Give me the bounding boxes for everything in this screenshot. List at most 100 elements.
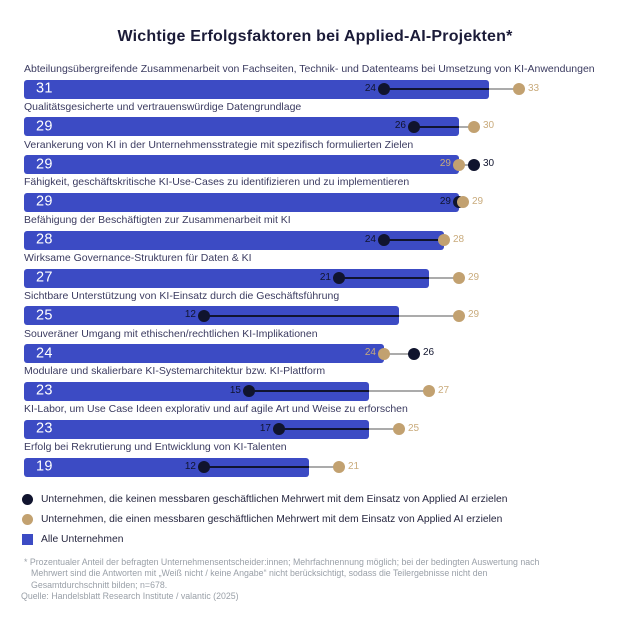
row-track: 23 15 27 xyxy=(24,381,622,401)
row-track: 25 12 29 xyxy=(24,306,622,326)
dot-no-measurable-value xyxy=(198,309,210,322)
dot-measurable-value xyxy=(453,309,465,322)
connector-line-gray xyxy=(459,125,474,128)
dot-no-measurable-value xyxy=(198,461,210,473)
bar-value: 24 xyxy=(36,345,53,362)
chart-row: Modulare und skalierbare KI-Systemarchit… xyxy=(24,365,622,403)
dot-value-label: 28 xyxy=(453,233,465,245)
legend-label: Unternehmen, die einen messbaren geschäf… xyxy=(41,513,503,525)
connector-line-gray xyxy=(489,88,519,90)
chart-row: Befähigung der Beschäftigten zur Zusamme… xyxy=(24,214,622,252)
chart-row: Wirksame Governance-Strukturen für Daten… xyxy=(24,252,622,290)
dot-value-label: 17 xyxy=(259,422,271,434)
bar-all-companies: 23 xyxy=(24,381,369,401)
bar-all-companies: 31 xyxy=(24,79,489,99)
dot-value-label: 24 xyxy=(364,233,376,245)
legend-label: Unternehmen, die keinen messbaren geschä… xyxy=(41,493,508,505)
dot-measurable-value xyxy=(468,120,480,133)
dot-no-measurable-value xyxy=(333,272,345,284)
dot-measurable-value xyxy=(333,461,345,473)
dot-value-label: 29 xyxy=(472,195,484,207)
dot-measurable-value xyxy=(457,196,469,209)
dot-measurable-value xyxy=(438,234,450,247)
connector-line-dark xyxy=(414,125,459,128)
dot-measurable-value xyxy=(423,385,435,398)
dot-no-measurable-value xyxy=(408,347,420,360)
connector-line-dark xyxy=(204,466,309,468)
dot-value-label: 29 xyxy=(468,309,480,321)
chart-title: Wichtige Erfolgsfaktoren bei Applied-AI-… xyxy=(117,28,513,45)
row-label: Erfolg bei Rekrutierung und Entwicklung … xyxy=(24,441,287,453)
bar-value: 25 xyxy=(36,307,53,324)
connector-line-gray xyxy=(309,466,339,468)
bar-value: 23 xyxy=(36,420,53,437)
dot-value-label: 29 xyxy=(439,195,451,207)
row-track: 31 24 33 xyxy=(24,79,622,99)
row-track: 19 12 21 xyxy=(24,457,622,477)
dot-value-label: 33 xyxy=(528,82,540,94)
bar-value: 28 xyxy=(36,231,53,248)
dot-no-measurable-value xyxy=(408,120,420,133)
row-track: 28 24 28 xyxy=(24,230,622,250)
row-track: 27 21 29 xyxy=(24,268,622,288)
row-label: Verankerung von KI in der Unternehmensst… xyxy=(24,138,414,151)
row-track: 29 29 30 xyxy=(24,155,622,175)
legend-item-with-value: Unternehmen, die einen messbaren geschäf… xyxy=(22,509,507,529)
dot-value-label: 25 xyxy=(408,422,420,434)
dot-measurable-value xyxy=(453,272,465,284)
footnote-line: * Prozentualer Anteil der befragten Unte… xyxy=(24,557,540,567)
connector-line-gray xyxy=(369,428,399,431)
dot-value-label: 24 xyxy=(364,347,376,359)
dot-value-label: 27 xyxy=(438,384,450,396)
dot-no-measurable-value xyxy=(378,234,390,247)
chart-row: Qualitätsgesicherte und vertrauenswürdig… xyxy=(24,101,622,139)
bar-all-companies: 29 xyxy=(24,117,459,137)
bar-value: 29 xyxy=(36,156,53,173)
dot-value-label: 15 xyxy=(229,384,241,396)
row-label: Fähigkeit, geschäftskritische KI-Use-Cas… xyxy=(24,176,410,189)
row-label: Abteilungsübergreifende Zusammenarbeit v… xyxy=(24,63,595,75)
footnote-line: Gesamtdurchschnitt bilden; n=678. xyxy=(31,579,168,590)
dot-no-measurable-value xyxy=(273,423,285,436)
chart-row: Fähigkeit, geschäftskritische KI-Use-Cas… xyxy=(24,176,622,214)
connector-line-dark xyxy=(339,277,429,279)
bar-all-companies: 29 xyxy=(24,192,459,212)
dot-value-label: 12 xyxy=(184,460,196,472)
footnote-line: Mehrwert sind die Antworten mit „Weiß ni… xyxy=(31,568,488,579)
tan-circle-icon xyxy=(22,513,33,525)
row-label: Souveräner Umgang mit ethischen/rechtlic… xyxy=(24,327,318,340)
bar-value: 29 xyxy=(36,194,53,211)
bar-value: 27 xyxy=(36,269,53,286)
row-track: 29 26 30 xyxy=(24,117,622,137)
chart-row: Souveräner Umgang mit ethischen/rechtlic… xyxy=(24,328,622,366)
connector-line-gray xyxy=(369,390,429,393)
legend: Unternehmen, die keinen messbaren geschä… xyxy=(22,489,507,549)
connector-line-dark xyxy=(204,314,399,317)
bar-all-companies: 29 xyxy=(24,155,459,175)
bar-value: 23 xyxy=(36,383,53,400)
row-label: Modulare und skalierbare KI-Systemarchit… xyxy=(24,365,326,378)
legend-label: Alle Unternehmen xyxy=(41,533,124,545)
footnote: * Prozentualer Anteil der befragten Unte… xyxy=(21,557,610,602)
chart-row: Sichtbare Unterstützung von KI-Einsatz d… xyxy=(24,290,622,328)
dot-no-measurable-value xyxy=(378,83,390,95)
chart-row: Verankerung von KI in der Unternehmensst… xyxy=(24,139,622,177)
connector-line-dark xyxy=(384,239,444,242)
dot-measurable-value xyxy=(453,158,465,171)
connector-line-gray xyxy=(384,352,414,355)
bar-all-companies: 24 xyxy=(24,344,384,364)
dot-no-measurable-value xyxy=(468,158,480,171)
chart-row: KI-Labor, um Use Case Ideen explorativ u… xyxy=(24,403,622,441)
legend-item-no-value: Unternehmen, die keinen messbaren geschä… xyxy=(22,489,507,509)
bar-all-companies: 27 xyxy=(24,268,429,288)
dot-value-label: 29 xyxy=(468,271,480,283)
bar-value: 19 xyxy=(36,458,53,475)
connector-line-dark xyxy=(249,390,369,393)
dark-circle-icon xyxy=(22,493,33,505)
dot-value-label: 12 xyxy=(184,309,196,321)
dot-measurable-value xyxy=(378,347,390,360)
row-label: Wirksame Governance-Strukturen für Daten… xyxy=(24,252,252,264)
chart-row: Erfolg bei Rekrutierung und Entwicklung … xyxy=(24,441,622,479)
